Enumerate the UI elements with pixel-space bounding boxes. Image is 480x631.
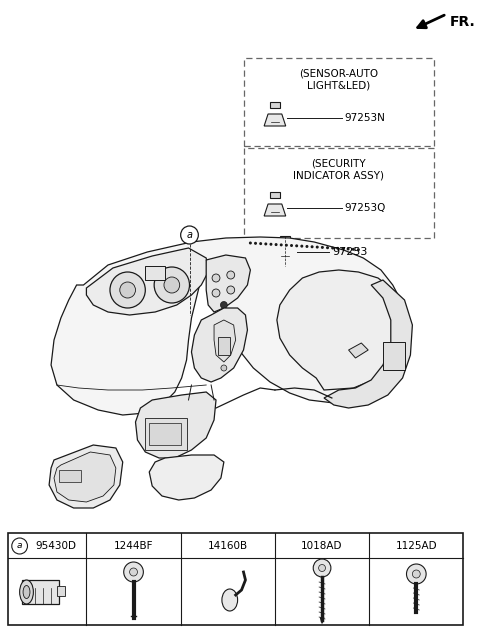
Polygon shape <box>86 248 208 315</box>
Circle shape <box>319 565 325 572</box>
Bar <box>8 533 464 625</box>
Text: a: a <box>187 230 192 240</box>
Bar <box>22 580 59 604</box>
Circle shape <box>280 244 282 245</box>
Circle shape <box>124 562 144 582</box>
Text: FR.: FR. <box>450 15 476 29</box>
Polygon shape <box>274 248 296 260</box>
Text: 97253N: 97253N <box>345 113 385 123</box>
Circle shape <box>291 245 292 246</box>
Circle shape <box>337 247 338 249</box>
Polygon shape <box>49 445 123 508</box>
Polygon shape <box>214 320 236 362</box>
Circle shape <box>358 249 359 251</box>
Text: 97253: 97253 <box>332 247 367 257</box>
Circle shape <box>270 244 272 245</box>
Circle shape <box>407 564 426 584</box>
Polygon shape <box>348 343 368 358</box>
Circle shape <box>154 267 190 303</box>
Text: 1018AD: 1018AD <box>301 541 343 551</box>
Polygon shape <box>51 237 407 415</box>
Circle shape <box>306 245 308 247</box>
Bar <box>243 148 434 238</box>
Circle shape <box>164 277 180 293</box>
Circle shape <box>227 271 235 279</box>
Circle shape <box>110 272 145 308</box>
Text: 1125AD: 1125AD <box>396 541 437 551</box>
Polygon shape <box>206 255 251 312</box>
Circle shape <box>220 302 228 309</box>
Text: (SENSOR-AUTO
LIGHT&LED): (SENSOR-AUTO LIGHT&LED) <box>299 68 378 90</box>
Circle shape <box>412 570 420 578</box>
Bar <box>145 266 165 280</box>
Circle shape <box>227 286 235 294</box>
Polygon shape <box>324 280 412 408</box>
Circle shape <box>312 246 313 247</box>
Circle shape <box>276 244 277 245</box>
Text: 1244BF: 1244BF <box>114 541 153 551</box>
Polygon shape <box>54 452 116 502</box>
Polygon shape <box>135 392 216 458</box>
Bar <box>243 58 434 146</box>
Bar <box>59 470 81 482</box>
Circle shape <box>212 274 220 282</box>
Circle shape <box>255 242 256 244</box>
Bar <box>270 192 280 198</box>
Circle shape <box>286 244 287 246</box>
Text: (SECURITY
INDICATOR ASSY): (SECURITY INDICATOR ASSY) <box>293 158 384 180</box>
Circle shape <box>348 248 349 250</box>
Polygon shape <box>149 455 224 500</box>
Bar <box>145 418 187 450</box>
Circle shape <box>332 247 334 249</box>
Bar <box>383 342 405 370</box>
Circle shape <box>180 226 198 244</box>
Circle shape <box>265 243 266 245</box>
Circle shape <box>316 246 318 248</box>
Text: a: a <box>17 541 23 550</box>
Polygon shape <box>192 308 247 382</box>
Text: 97253Q: 97253Q <box>345 203 386 213</box>
Polygon shape <box>264 114 286 126</box>
Circle shape <box>327 247 328 249</box>
Circle shape <box>221 365 227 371</box>
Bar <box>218 337 230 355</box>
Circle shape <box>313 559 331 577</box>
Ellipse shape <box>23 586 30 598</box>
Circle shape <box>352 249 354 250</box>
Circle shape <box>12 538 27 554</box>
Circle shape <box>212 289 220 297</box>
Ellipse shape <box>20 580 34 604</box>
Text: 14160B: 14160B <box>208 541 248 551</box>
Bar <box>270 102 280 108</box>
Polygon shape <box>264 204 286 216</box>
Circle shape <box>260 243 262 244</box>
Circle shape <box>250 242 251 244</box>
Bar <box>149 423 180 445</box>
Polygon shape <box>277 270 403 390</box>
Bar <box>57 586 65 596</box>
Bar <box>280 236 289 242</box>
Circle shape <box>342 248 344 249</box>
Circle shape <box>322 247 323 248</box>
Circle shape <box>120 282 135 298</box>
Circle shape <box>296 245 298 247</box>
Circle shape <box>130 568 137 576</box>
Text: 95430D: 95430D <box>36 541 76 551</box>
Circle shape <box>301 245 302 247</box>
Ellipse shape <box>222 589 238 611</box>
